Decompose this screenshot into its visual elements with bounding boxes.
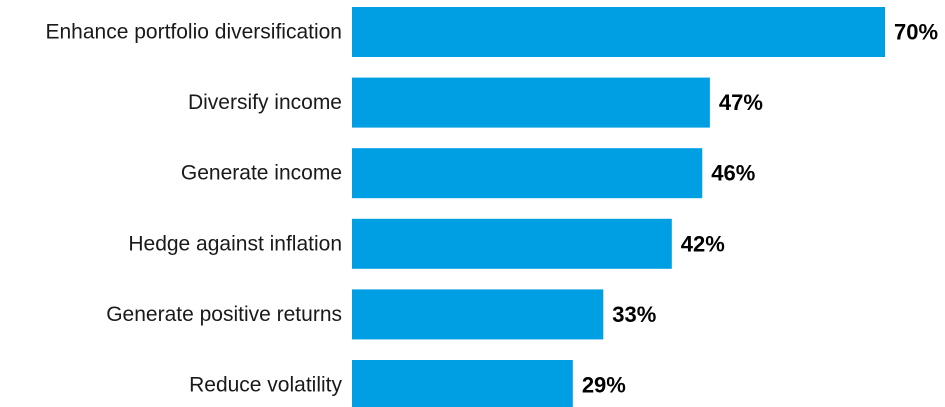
value-label: 29% [582, 373, 626, 398]
category-labels-group: Enhance portfolio diversification Diversi… [45, 21, 342, 397]
category-label: Generate positive returns [106, 303, 342, 326]
value-label: 42% [681, 231, 725, 256]
category-label: Enhance portfolio diversification [45, 21, 342, 44]
bar [352, 148, 703, 199]
category-label: Diversify income [188, 91, 342, 114]
bar [352, 360, 573, 407]
value-label: 33% [612, 302, 656, 327]
category-label: Reduce volatility [189, 374, 342, 397]
category-label: Generate income [181, 162, 342, 185]
value-label: 70% [894, 20, 938, 45]
bar [352, 77, 710, 128]
bars-group [352, 7, 885, 407]
bar [352, 218, 672, 269]
value-label: 46% [711, 161, 755, 186]
bar [352, 7, 885, 57]
category-label: Hedge against inflation [128, 232, 342, 255]
value-labels-group: 70% 47% 46% 42% 33% 29% [582, 20, 938, 398]
value-label: 47% [719, 90, 763, 115]
bar [352, 289, 604, 340]
